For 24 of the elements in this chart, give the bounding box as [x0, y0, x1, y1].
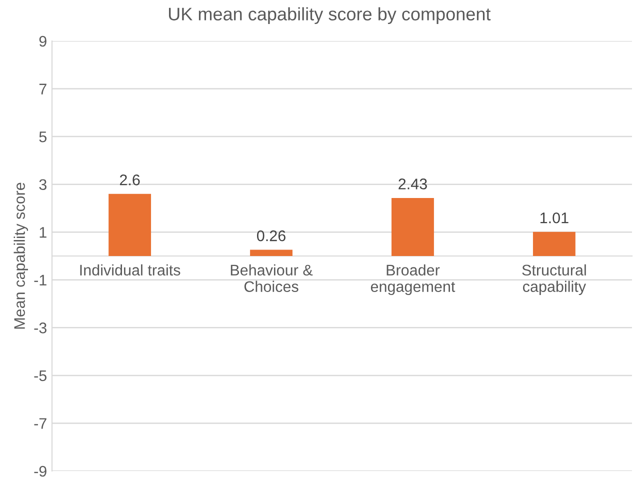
y-tick-label: 1: [40, 227, 46, 238]
y-tick-label: -3: [34, 322, 46, 334]
y-tick-label: 7: [39, 84, 46, 94]
y-tick-label: 3: [39, 179, 46, 190]
bar: [250, 250, 292, 256]
y-tick-label: -9: [34, 466, 46, 477]
x-tick-label: Individual traits: [80, 264, 180, 276]
data-label: 2.43: [398, 178, 427, 190]
y-tick-label: 5: [39, 132, 46, 142]
x-tick-label: Behaviour & Choices: [230, 264, 313, 292]
y-tick-label: -7: [34, 418, 46, 429]
x-tick-label: Structural capability: [522, 264, 586, 296]
data-label: 2.6: [120, 174, 140, 186]
y-tick-label: -5: [34, 370, 46, 382]
chart-title: UK mean capability score by component: [168, 7, 491, 24]
bar: [108, 194, 152, 256]
data-label: 0.26: [257, 230, 286, 242]
y-tick-label: 9: [39, 36, 46, 47]
x-tick-label: Broader engagement: [370, 264, 456, 296]
y-tick-label: -1: [34, 274, 46, 286]
bar: [532, 232, 576, 256]
bar: [392, 198, 434, 256]
y-axis-title: Mean capability score: [14, 182, 28, 329]
data-label: 1.01: [540, 212, 568, 224]
